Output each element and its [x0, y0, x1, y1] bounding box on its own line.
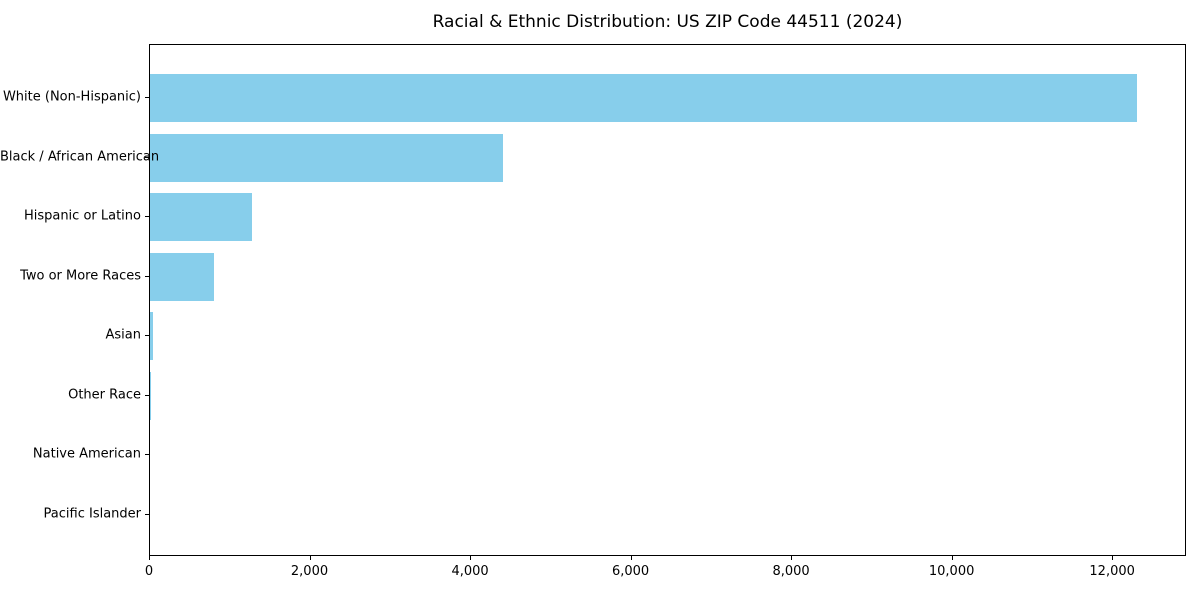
y-tick-label: Pacific Islander — [43, 506, 141, 522]
y-tick-mark — [145, 156, 149, 158]
y-tick-label: Black / African American — [0, 149, 160, 165]
bar — [150, 133, 504, 182]
x-tick-label: 6,000 — [611, 564, 650, 579]
y-tick-mark — [145, 216, 149, 218]
x-tick-mark — [309, 556, 311, 560]
y-tick-mark — [145, 97, 149, 98]
bar — [150, 252, 214, 301]
x-tick-mark — [1112, 556, 1114, 560]
y-tick-mark — [145, 513, 149, 515]
x-tick-label: 10,000 — [928, 564, 975, 579]
x-tick-mark — [791, 556, 793, 560]
y-tick-label: Hispanic or Latino — [23, 208, 141, 224]
plot-area — [149, 44, 1186, 556]
bar — [150, 193, 252, 242]
y-tick-label: Asian — [105, 327, 141, 343]
bar — [150, 74, 1138, 122]
y-tick-label: Two or More Races — [20, 268, 141, 284]
y-tick-mark — [145, 335, 149, 337]
x-tick-mark — [149, 556, 150, 560]
x-tick-label: 4,000 — [451, 564, 489, 579]
x-tick-mark — [470, 556, 472, 560]
x-tick-label: 2,000 — [290, 564, 329, 579]
x-tick-label: 0 — [144, 564, 154, 579]
y-tick-label: White (Non-Hispanic) — [2, 89, 141, 105]
x-tick-label: 8,000 — [772, 564, 810, 579]
bar — [150, 312, 153, 361]
y-tick-label: Native American — [32, 446, 141, 462]
chart-title: Racial & Ethnic Distribution: US ZIP Cod… — [432, 12, 903, 32]
x-tick-mark — [951, 556, 953, 560]
x-tick-label: 12,000 — [1089, 564, 1135, 579]
y-tick-mark — [145, 454, 149, 456]
bar — [150, 371, 151, 420]
y-tick-label: Other Race — [68, 387, 141, 403]
x-tick-mark — [630, 556, 632, 560]
y-tick-mark — [145, 394, 149, 396]
y-tick-mark — [145, 275, 149, 277]
